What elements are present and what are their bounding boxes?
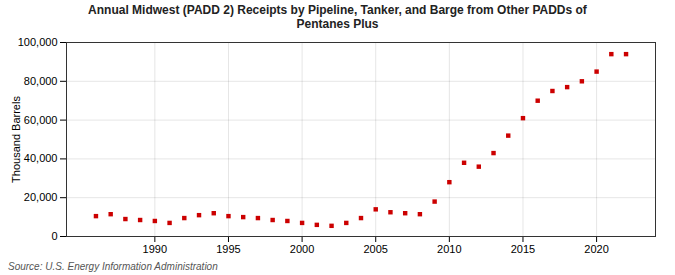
- html-text:Source: U.S. Energy Informatio: Source: U.S. Energy Information Administ…: [8, 260, 218, 272]
- svg-text:2020: 2020: [584, 243, 608, 255]
- svg-text:0: 0: [51, 230, 57, 242]
- html-text:Annual Midwest (PADD 2) Receip: Annual Midwest (PADD 2) Receipts by Pipe…: [88, 3, 587, 32]
- svg-text:100,000: 100,000: [18, 36, 58, 48]
- svg-text:80,000: 80,000: [24, 75, 58, 87]
- svg-text:2000: 2000: [290, 243, 314, 255]
- svg-text:2005: 2005: [363, 243, 387, 255]
- svg-text:40,000: 40,000: [24, 152, 58, 164]
- svg-text:1990: 1990: [143, 243, 167, 255]
- svg-text:1995: 1995: [216, 243, 240, 255]
- svg-text:20,000: 20,000: [24, 191, 58, 203]
- svg-text:2015: 2015: [511, 243, 535, 255]
- svg-text:Thousand Barrels: Thousand Barrels: [10, 95, 22, 182]
- svg-text:2010: 2010: [437, 243, 461, 255]
- svg-text:60,000: 60,000: [24, 113, 58, 125]
